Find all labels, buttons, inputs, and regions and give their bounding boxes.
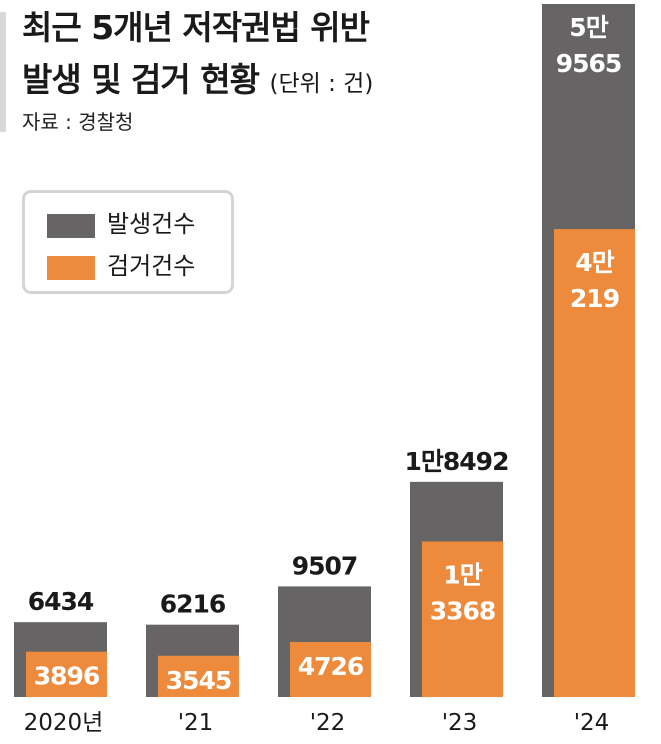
x-tick-label: '22 — [310, 710, 346, 736]
title-line-2-text: 발생 및 검거 현황 — [22, 60, 260, 99]
legend-swatch-arrest — [47, 256, 95, 280]
data-label-arrest: 4726 — [298, 652, 364, 681]
data-label-arrest: 4만 219 — [570, 248, 619, 313]
data-label-arrest: 3896 — [34, 662, 100, 691]
x-tick-label: '24 — [574, 710, 610, 736]
data-label-arrest: 3545 — [166, 666, 232, 695]
bar-arrest — [554, 229, 635, 697]
bar-arrest — [290, 642, 371, 697]
bar-arrest — [422, 541, 503, 697]
legend-label-occurrence: 발생건수 — [107, 210, 196, 238]
x-tick-label: 2020년 — [24, 710, 104, 736]
title-line-1: 최근 5개년 저작권법 위반 — [22, 8, 370, 47]
source-label: 자료 : 경찰청 — [22, 110, 134, 134]
chart-legend: 발생건수 검거건수 — [22, 190, 234, 294]
bar-arrest — [158, 655, 239, 697]
x-tick-label: '21 — [178, 710, 214, 736]
x-tick-label: '23 — [442, 710, 478, 736]
legend-label-arrest: 검거건수 — [107, 252, 196, 280]
data-label-occurrence: 6216 — [160, 590, 226, 619]
title-accent-bar — [0, 12, 6, 132]
data-label-occurrence: 1만8492 — [405, 447, 509, 476]
data-label-arrest: 1만 3368 — [430, 560, 496, 625]
legend-swatch-occurrence — [47, 214, 95, 238]
chart-title: 최근 5개년 저작권법 위반 발생 및 검거 현황 (단위 : 건) — [22, 2, 373, 110]
unit-label: (단위 : 건) — [269, 71, 374, 97]
data-label-occurrence: 9507 — [292, 551, 358, 580]
bar-arrest — [26, 651, 107, 697]
data-label-occurrence: 5만 9565 — [556, 13, 622, 78]
title-line-2: 발생 및 검거 현황 (단위 : 건) — [22, 54, 373, 110]
data-label-occurrence: 6434 — [28, 587, 94, 616]
